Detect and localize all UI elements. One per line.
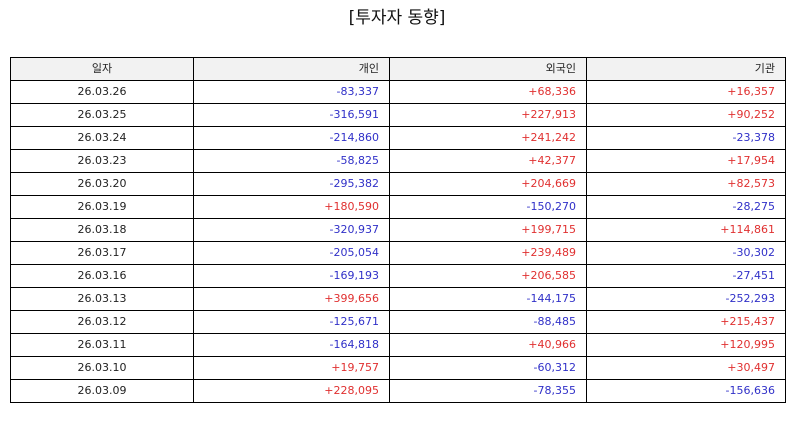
table-row: 26.03.19 +180,590 -150,270 -28,275 — [10, 195, 786, 219]
individual-cell: -320,937 — [193, 218, 390, 242]
foreign-cell: -60,312 — [389, 356, 587, 380]
institution-cell: +30,497 — [586, 356, 786, 380]
individual-cell: +19,757 — [193, 356, 390, 380]
table-row: 26.03.26 -83,337 +68,336 +16,357 — [10, 80, 786, 104]
date-cell: 26.03.11 — [10, 333, 194, 357]
table-header-row: 일자 개인 외국인 기관 — [10, 57, 786, 81]
foreign-cell: +227,913 — [389, 103, 587, 127]
table-row: 26.03.20 -295,382 +204,669 +82,573 — [10, 172, 786, 196]
table-row: 26.03.17 -205,054 +239,489 -30,302 — [10, 241, 786, 265]
institution-cell: -28,275 — [586, 195, 786, 219]
date-cell: 26.03.20 — [10, 172, 194, 196]
individual-cell: -164,818 — [193, 333, 390, 357]
individual-cell: -58,825 — [193, 149, 390, 173]
individual-cell: +180,590 — [193, 195, 390, 219]
individual-cell: -214,860 — [193, 126, 390, 150]
date-cell: 26.03.13 — [10, 287, 194, 311]
table-row: 26.03.23 -58,825 +42,377 +17,954 — [10, 149, 786, 173]
header-date: 일자 — [10, 57, 194, 81]
date-cell: 26.03.19 — [10, 195, 194, 219]
foreign-cell: +40,966 — [389, 333, 587, 357]
institution-cell: +17,954 — [586, 149, 786, 173]
individual-cell: -205,054 — [193, 241, 390, 265]
foreign-cell: +199,715 — [389, 218, 587, 242]
individual-cell: -316,591 — [193, 103, 390, 127]
foreign-cell: +68,336 — [389, 80, 587, 104]
individual-cell: -125,671 — [193, 310, 390, 334]
table-row: 26.03.16 -169,193 +206,585 -27,451 — [10, 264, 786, 288]
date-cell: 26.03.09 — [10, 379, 194, 403]
foreign-cell: -150,270 — [389, 195, 587, 219]
table-row: 26.03.11 -164,818 +40,966 +120,995 — [10, 333, 786, 357]
foreign-cell: -144,175 — [389, 287, 587, 311]
institution-cell: -156,636 — [586, 379, 786, 403]
investor-trend-table: 일자 개인 외국인 기관 26.03.26 -83,337 +68,336 +16,3… — [10, 57, 786, 403]
date-cell: 26.03.17 — [10, 241, 194, 265]
institution-cell: +16,357 — [586, 80, 786, 104]
header-institution: 기관 — [586, 57, 786, 81]
date-cell: 26.03.10 — [10, 356, 194, 380]
date-cell: 26.03.26 — [10, 80, 194, 104]
institution-cell: +114,861 — [586, 218, 786, 242]
institution-cell: +215,437 — [586, 310, 786, 334]
individual-cell: -295,382 — [193, 172, 390, 196]
institution-cell: +120,995 — [586, 333, 786, 357]
institution-cell: +82,573 — [586, 172, 786, 196]
institution-cell: -30,302 — [586, 241, 786, 265]
table-row: 26.03.24 -214,860 +241,242 -23,378 — [10, 126, 786, 150]
date-cell: 26.03.25 — [10, 103, 194, 127]
institution-cell: -23,378 — [586, 126, 786, 150]
table-row: 26.03.13 +399,656 -144,175 -252,293 — [10, 287, 786, 311]
institution-cell: -252,293 — [586, 287, 786, 311]
individual-cell: -83,337 — [193, 80, 390, 104]
institution-cell: -27,451 — [586, 264, 786, 288]
header-foreign: 외국인 — [389, 57, 587, 81]
foreign-cell: -78,355 — [389, 379, 587, 403]
foreign-cell: +42,377 — [389, 149, 587, 173]
page-title: [투자자 동향] — [348, 8, 446, 28]
foreign-cell: +241,242 — [389, 126, 587, 150]
date-cell: 26.03.18 — [10, 218, 194, 242]
table-row: 26.03.25 -316,591 +227,913 +90,252 — [10, 103, 786, 127]
table-row: 26.03.12 -125,671 -88,485 +215,437 — [10, 310, 786, 334]
individual-cell: +399,656 — [193, 287, 390, 311]
date-cell: 26.03.12 — [10, 310, 194, 334]
individual-cell: +228,095 — [193, 379, 390, 403]
foreign-cell: +239,489 — [389, 241, 587, 265]
institution-cell: +90,252 — [586, 103, 786, 127]
date-cell: 26.03.23 — [10, 149, 194, 173]
individual-cell: -169,193 — [193, 264, 390, 288]
table-row: 26.03.10 +19,757 -60,312 +30,497 — [10, 356, 786, 380]
foreign-cell: +204,669 — [389, 172, 587, 196]
date-cell: 26.03.16 — [10, 264, 194, 288]
date-cell: 26.03.24 — [10, 126, 194, 150]
table-body: 26.03.26 -83,337 +68,336 +16,357 26.03.25 -31… — [10, 80, 786, 403]
header-individual: 개인 — [193, 57, 390, 81]
foreign-cell: -88,485 — [389, 310, 587, 334]
table-row: 26.03.09 +228,095 -78,355 -156,636 — [10, 379, 786, 403]
table-row: 26.03.18 -320,937 +199,715 +114,861 — [10, 218, 786, 242]
foreign-cell: +206,585 — [389, 264, 587, 288]
